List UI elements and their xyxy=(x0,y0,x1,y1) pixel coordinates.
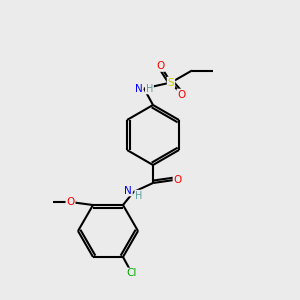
Text: Cl: Cl xyxy=(127,268,137,278)
Text: O: O xyxy=(66,197,75,207)
Text: O: O xyxy=(156,61,165,71)
Text: H: H xyxy=(146,83,153,94)
Text: O: O xyxy=(177,89,186,100)
Text: N: N xyxy=(124,185,132,196)
Text: H: H xyxy=(135,190,142,201)
Text: O: O xyxy=(173,175,182,185)
Text: S: S xyxy=(168,77,174,88)
Text: N: N xyxy=(135,83,142,94)
